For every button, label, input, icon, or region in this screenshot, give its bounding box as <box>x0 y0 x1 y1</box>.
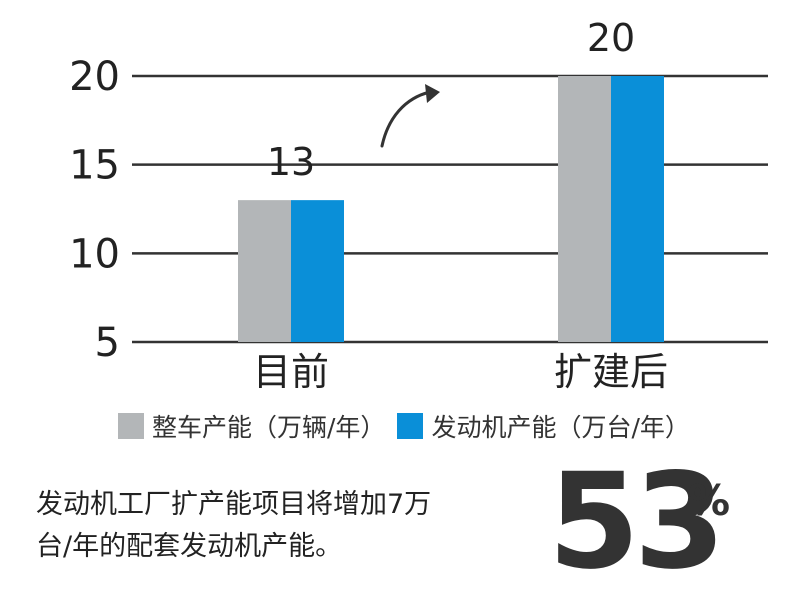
legend-label: 发动机产能（万台/年） <box>431 413 690 442</box>
legend: 整车产能（万辆/年） 发动机产能（万台/年） <box>118 408 702 444</box>
highlight-value: 53 <box>548 445 726 599</box>
data-label: 13 <box>267 140 315 184</box>
bar-vehicle <box>238 200 291 342</box>
x-axis-categories: 目前 扩建后 <box>253 350 668 394</box>
bar-vehicle <box>558 76 611 342</box>
y-tick-label: 10 <box>69 231 120 277</box>
bars <box>238 76 664 342</box>
highlight-unit: % <box>688 476 731 525</box>
note-text: 发动机工厂扩产能项目将增加7万 台/年的配套发动机产能。 <box>36 484 506 568</box>
legend-label: 整车产能（万辆/年） <box>152 413 386 442</box>
x-category-label: 目前 <box>253 350 329 394</box>
x-category-label: 扩建后 <box>554 350 668 394</box>
bar-engine <box>611 76 664 342</box>
note-line-1: 发动机工厂扩产能项目将增加7万 <box>36 489 432 520</box>
bar-engine <box>291 200 344 342</box>
legend-swatch-blue <box>397 413 424 439</box>
y-tick-label: 5 <box>95 320 120 366</box>
legend-item-vehicle-capacity: 整车产能（万辆/年） <box>118 408 385 444</box>
data-label: 20 <box>587 16 635 60</box>
grid-lines <box>132 74 768 344</box>
y-tick-label: 15 <box>69 143 120 189</box>
data-labels: 13 20 <box>267 16 635 184</box>
legend-item-engine-capacity: 发动机产能（万台/年） <box>397 408 690 444</box>
y-axis-ticks: 5 10 15 20 <box>69 54 120 366</box>
legend-swatch-gray <box>118 413 144 439</box>
curved-up-arrow-icon <box>380 84 440 148</box>
y-tick-label: 20 <box>69 54 120 100</box>
note-line-2: 台/年的配套发动机产能。 <box>36 531 343 562</box>
